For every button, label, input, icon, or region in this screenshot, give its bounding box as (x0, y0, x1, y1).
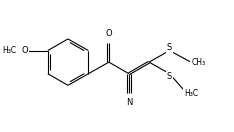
Text: H₃C: H₃C (2, 46, 16, 55)
Text: S: S (167, 43, 172, 52)
Text: O: O (21, 46, 28, 55)
Text: CH₃: CH₃ (192, 58, 206, 67)
Text: N: N (126, 98, 132, 107)
Text: H₃C: H₃C (184, 89, 198, 98)
Text: O: O (106, 29, 112, 38)
Text: S: S (167, 72, 172, 81)
